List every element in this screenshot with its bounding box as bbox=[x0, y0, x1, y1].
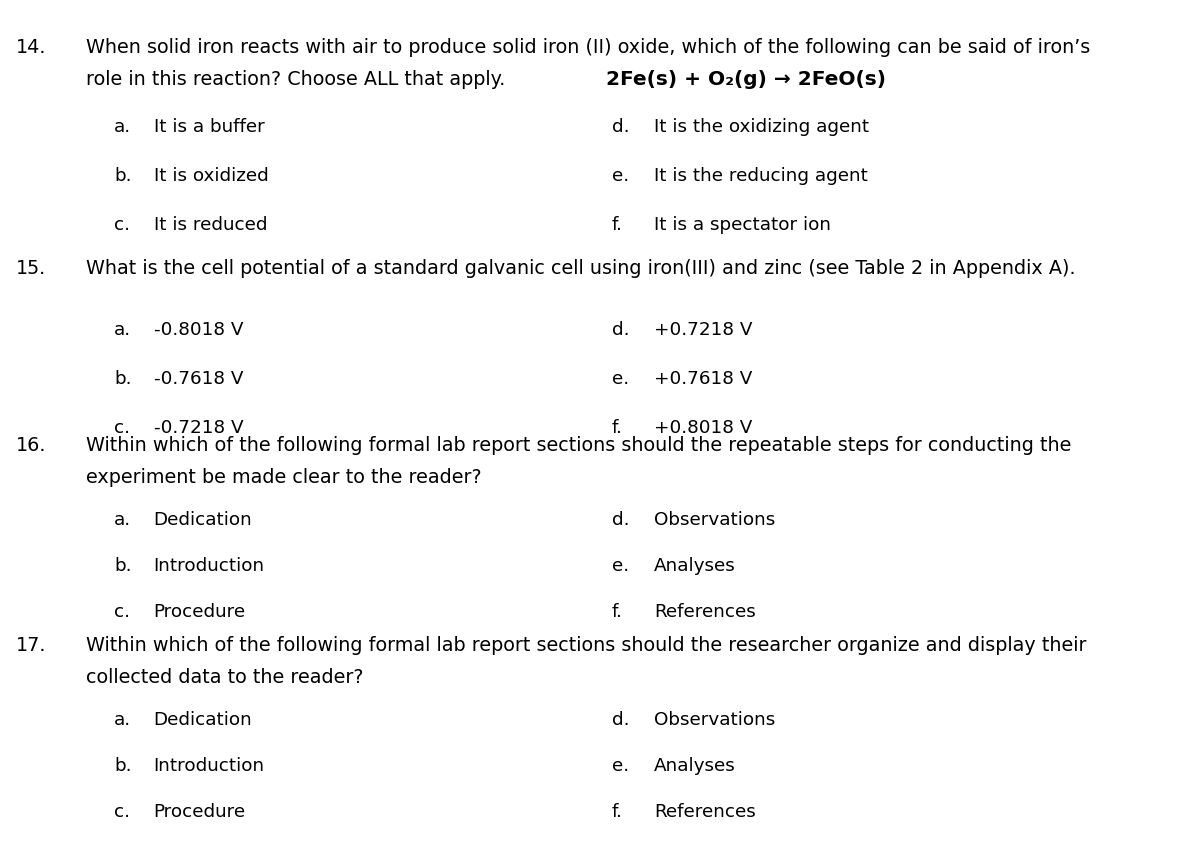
Text: e.: e. bbox=[612, 557, 629, 575]
Text: Dedication: Dedication bbox=[154, 711, 252, 728]
Text: +0.7218 V: +0.7218 V bbox=[654, 321, 752, 338]
Text: f.: f. bbox=[612, 803, 623, 821]
Text: experiment be made clear to the reader?: experiment be made clear to the reader? bbox=[86, 468, 482, 488]
Text: 16.: 16. bbox=[16, 436, 46, 456]
Text: When solid iron reacts with air to produce solid iron (II) oxide, which of the f: When solid iron reacts with air to produ… bbox=[86, 38, 1091, 57]
Text: Within which of the following formal lab report sections should the researcher o: Within which of the following formal lab… bbox=[86, 636, 1087, 655]
Text: References: References bbox=[654, 803, 756, 821]
Text: a.: a. bbox=[114, 511, 131, 528]
Text: +0.8018 V: +0.8018 V bbox=[654, 419, 752, 436]
Text: a.: a. bbox=[114, 321, 131, 338]
Text: d.: d. bbox=[612, 711, 630, 728]
Text: 15.: 15. bbox=[16, 259, 46, 279]
Text: b.: b. bbox=[114, 370, 132, 387]
Text: c.: c. bbox=[114, 419, 130, 436]
Text: It is the oxidizing agent: It is the oxidizing agent bbox=[654, 118, 869, 136]
Text: c.: c. bbox=[114, 216, 130, 234]
Text: Introduction: Introduction bbox=[154, 557, 265, 575]
Text: d.: d. bbox=[612, 321, 630, 338]
Text: c.: c. bbox=[114, 803, 130, 821]
Text: It is a spectator ion: It is a spectator ion bbox=[654, 216, 830, 234]
Text: 14.: 14. bbox=[16, 38, 46, 57]
Text: It is a buffer: It is a buffer bbox=[154, 118, 264, 136]
Text: b.: b. bbox=[114, 557, 132, 575]
Text: d.: d. bbox=[612, 511, 630, 528]
Text: -0.8018 V: -0.8018 V bbox=[154, 321, 244, 338]
Text: Introduction: Introduction bbox=[154, 757, 265, 775]
Text: Analyses: Analyses bbox=[654, 757, 736, 775]
Text: -0.7618 V: -0.7618 V bbox=[154, 370, 244, 387]
Text: Procedure: Procedure bbox=[154, 803, 246, 821]
Text: e.: e. bbox=[612, 167, 629, 185]
Text: It is reduced: It is reduced bbox=[154, 216, 268, 234]
Text: Analyses: Analyses bbox=[654, 557, 736, 575]
Text: role in this reaction? Choose ALL that apply.: role in this reaction? Choose ALL that a… bbox=[86, 70, 505, 89]
Text: a.: a. bbox=[114, 711, 131, 728]
Text: Within which of the following formal lab report sections should the repeatable s: Within which of the following formal lab… bbox=[86, 436, 1072, 456]
Text: Procedure: Procedure bbox=[154, 603, 246, 621]
Text: 17.: 17. bbox=[16, 636, 46, 655]
Text: a.: a. bbox=[114, 118, 131, 136]
Text: f.: f. bbox=[612, 216, 623, 234]
Text: f.: f. bbox=[612, 603, 623, 621]
Text: It is the reducing agent: It is the reducing agent bbox=[654, 167, 868, 185]
Text: e.: e. bbox=[612, 370, 629, 387]
Text: 2Fe(s) + O₂(g) → 2FeO(s): 2Fe(s) + O₂(g) → 2FeO(s) bbox=[606, 70, 886, 89]
Text: d.: d. bbox=[612, 118, 630, 136]
Text: b.: b. bbox=[114, 757, 132, 775]
Text: b.: b. bbox=[114, 167, 132, 185]
Text: c.: c. bbox=[114, 603, 130, 621]
Text: f.: f. bbox=[612, 419, 623, 436]
Text: +0.7618 V: +0.7618 V bbox=[654, 370, 752, 387]
Text: collected data to the reader?: collected data to the reader? bbox=[86, 668, 364, 687]
Text: Observations: Observations bbox=[654, 711, 775, 728]
Text: It is oxidized: It is oxidized bbox=[154, 167, 269, 185]
Text: Observations: Observations bbox=[654, 511, 775, 528]
Text: References: References bbox=[654, 603, 756, 621]
Text: e.: e. bbox=[612, 757, 629, 775]
Text: -0.7218 V: -0.7218 V bbox=[154, 419, 244, 436]
Text: Dedication: Dedication bbox=[154, 511, 252, 528]
Text: What is the cell potential of a standard galvanic cell using iron(III) and zinc : What is the cell potential of a standard… bbox=[86, 259, 1076, 279]
